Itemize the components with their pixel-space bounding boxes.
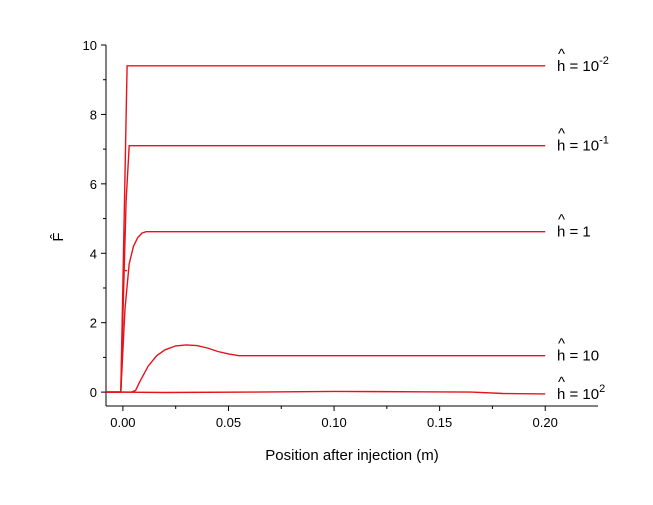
y-tick-label: 0 — [90, 385, 97, 400]
series-label-3: h = 1 — [557, 224, 591, 241]
x-tick-label: 0.05 — [216, 415, 241, 430]
x-tick-label: 0.00 — [110, 415, 135, 430]
series-label-exponent: -2 — [599, 55, 609, 67]
x-tick-label: 0.10 — [321, 415, 346, 430]
y-tick-label: 4 — [90, 246, 97, 261]
y-axis-title: F̂ — [50, 232, 67, 241]
axes — [105, 45, 598, 407]
y-tick-label: 6 — [90, 177, 97, 192]
series-line-3 — [106, 230, 546, 393]
series-label-exponent: -1 — [599, 135, 609, 147]
y-tick-label: 2 — [90, 316, 97, 331]
series-label-hat: ^ — [558, 212, 565, 229]
series-label-5: h = 102 — [557, 383, 605, 403]
series-group — [106, 65, 546, 395]
series-label-2: h = 10-1 — [557, 135, 609, 155]
series-label-1: h = 10-2 — [557, 55, 609, 75]
series-label-hat: ^ — [558, 374, 565, 391]
series-labels: h = 10-2^h = 10-1^h = 1^h = 10^h = 102^ — [557, 46, 609, 403]
series-line-1 — [106, 65, 546, 393]
x-tick-label: 0.15 — [427, 415, 452, 430]
ticks: 0.00 0.05 0.10 0.15 0.20 0 2 4 6 8 10 — [83, 38, 558, 430]
series-line-5 — [106, 390, 546, 395]
series-label-hat: ^ — [558, 46, 565, 63]
series-label-exponent: 2 — [599, 383, 605, 395]
x-axis-title: Position after injection (m) — [265, 447, 438, 464]
series-label-hat: ^ — [558, 126, 565, 143]
series-label-hat: ^ — [558, 336, 565, 353]
y-tick-label: 10 — [83, 38, 97, 53]
x-tick-label: 0.20 — [533, 415, 558, 430]
y-tick-label: 8 — [90, 107, 97, 122]
series-label-4: h = 10 — [557, 348, 599, 365]
series-line-4 — [106, 344, 546, 393]
